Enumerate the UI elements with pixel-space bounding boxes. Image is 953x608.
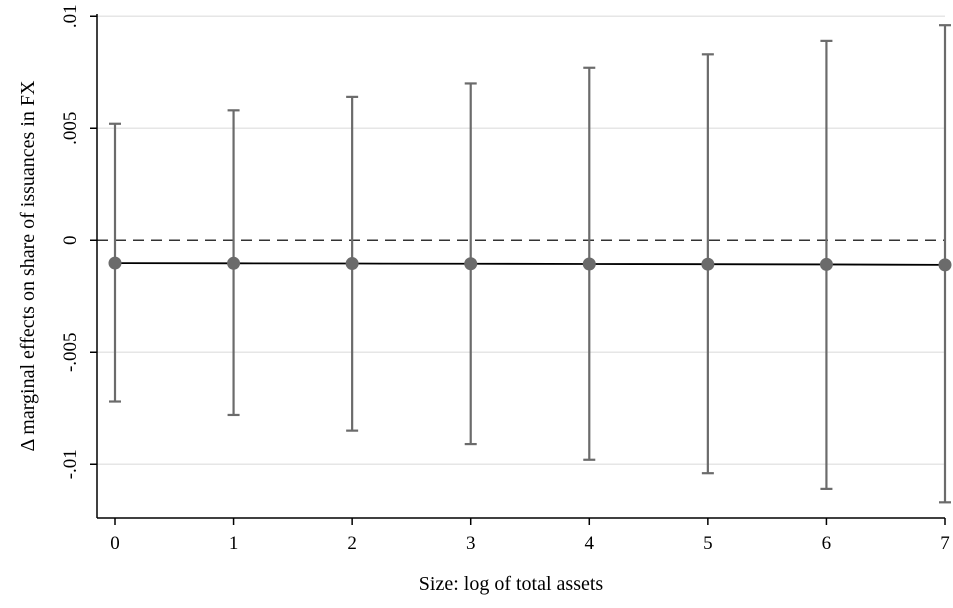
x-axis-title: Size: log of total assets <box>419 573 604 595</box>
estimate-line <box>114 262 946 266</box>
estimate-point <box>938 258 952 272</box>
x-axis-ticks: 0 1 2 3 4 5 6 7 <box>110 518 950 554</box>
x-tick-label: 7 <box>940 533 950 554</box>
y-axis-title: Δ marginal effects on share of issuances… <box>17 80 39 451</box>
estimate-point <box>464 257 478 271</box>
y-tick-label: -.005 <box>60 332 81 372</box>
y-tick-label: 0 <box>60 235 81 245</box>
estimate-points <box>108 256 952 272</box>
estimate-point <box>227 256 241 270</box>
y-tick-label: -.01 <box>60 449 81 479</box>
estimate-point <box>108 256 122 270</box>
y-tick-label: .01 <box>60 4 81 28</box>
y-tick-label: .005 <box>60 112 81 145</box>
axes <box>96 14 945 519</box>
x-tick-label: 6 <box>822 533 832 554</box>
estimate-point <box>582 257 596 271</box>
x-tick-label: 3 <box>466 533 476 554</box>
y-axis-ticks: -.01 -.005 0 .005 .01 <box>60 4 97 479</box>
x-tick-label: 1 <box>229 533 239 554</box>
estimate-point <box>701 257 715 271</box>
estimate-point <box>345 257 359 271</box>
estimate-line-group <box>114 262 946 266</box>
x-tick-label: 2 <box>347 533 357 554</box>
x-tick-label: 5 <box>703 533 713 554</box>
x-tick-label: 0 <box>110 533 120 554</box>
estimate-point <box>819 257 833 271</box>
grid-lines <box>97 15 945 465</box>
x-tick-label: 4 <box>585 533 595 554</box>
